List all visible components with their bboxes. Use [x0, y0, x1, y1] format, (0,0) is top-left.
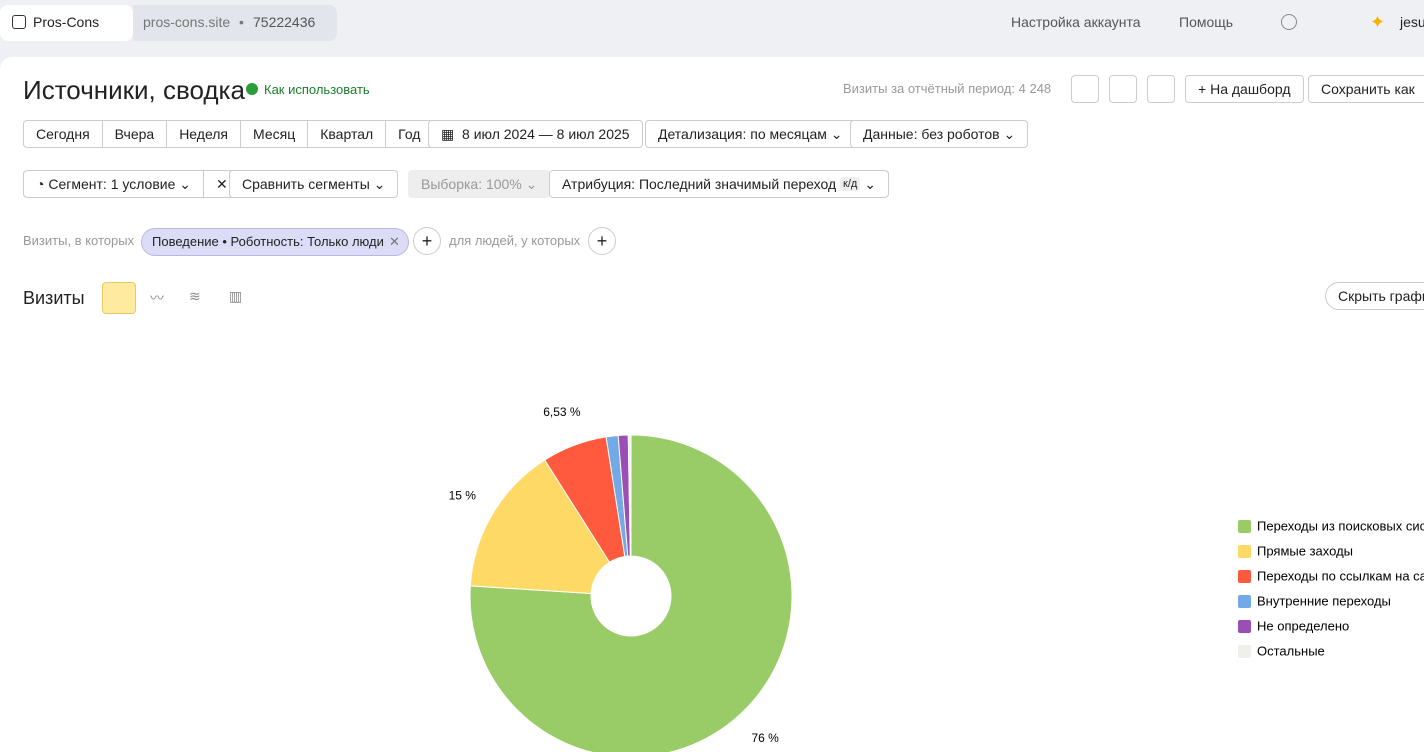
pie-view-button[interactable] — [102, 282, 136, 314]
detail-text: Детализация: по месяцам — [658, 126, 827, 142]
dot: • — [239, 14, 244, 30]
dashboard-label: На дашборд — [1210, 81, 1291, 97]
legend-swatch — [1238, 520, 1251, 533]
pie-slice — [469, 459, 611, 595]
counter-select[interactable] — [0, 5, 133, 41]
account-link[interactable]: Настройка аккаунта — [1011, 14, 1141, 30]
legend-label: Остальные — [1257, 643, 1325, 658]
dashboard-button[interactable]: + На дашборд — [1185, 75, 1304, 103]
people-text: для людей, у которых — [449, 233, 581, 248]
hide-chart-button[interactable]: Скрыть график — [1325, 282, 1424, 310]
area-view-button[interactable]: ≋ — [189, 288, 201, 304]
detail-select[interactable]: Детализация: по месяцам ⌄ — [645, 120, 856, 148]
history-button[interactable] — [1071, 75, 1099, 103]
legend-swatch — [1238, 570, 1251, 583]
compare-text: Сравнить сегменты — [242, 176, 370, 192]
slice-label: 6,53 % — [543, 405, 581, 419]
chip-text: Поведение • Роботность: Только люди — [152, 234, 384, 249]
pie-slice — [627, 434, 632, 557]
chart: 76 % Переходы из поисковых систем 15 % Прям… — [449, 405, 1424, 752]
export-button[interactable] — [1109, 75, 1137, 103]
help-link[interactable]: Помощь — [1179, 14, 1234, 30]
segment-group[interactable]: ◔ Сегмент: 1 условие ⌄ ✕ — [23, 170, 241, 198]
attribution-text: Атрибуция: Последний значимый переход — [562, 176, 837, 192]
pie-slice — [469, 434, 793, 752]
data-select[interactable]: Данные: без роботов ⌄ — [850, 120, 1029, 148]
slice-label: 76 % — [751, 731, 779, 745]
add-filter[interactable]: + — [413, 227, 441, 255]
attribution-select[interactable]: Атрибуция: Последний значимый переход к/… — [549, 170, 889, 198]
info-icon — [246, 83, 258, 95]
date-range-text: 8 июл 2024 — 8 июл 2025 — [462, 126, 630, 142]
counter-name[interactable]: Pros-Cons — [33, 14, 100, 30]
period-button[interactable]: Неделя — [167, 121, 242, 147]
period-button[interactable]: Сегодня — [24, 121, 103, 147]
date-range[interactable]: ▦ 8 июл 2024 — 8 июл 2025 — [428, 120, 643, 148]
legend-label: Прямые заходы — [1257, 543, 1353, 558]
legend-swatch — [1238, 595, 1251, 608]
legend-label: Не определено — [1257, 618, 1349, 633]
star-icon: ✦ — [1370, 12, 1386, 32]
legend-label: Переходы по ссылкам на сайтах — [1257, 568, 1424, 583]
legend-label: Внутренние переходы — [1257, 593, 1391, 608]
sample-select: Выборка: 100% ⌄ — [408, 170, 551, 198]
segment-text: Сегмент: 1 условие — [48, 176, 176, 192]
data-text: Данные: без роботов — [863, 126, 1000, 142]
site-box — [133, 5, 337, 41]
legend-swatch — [1238, 645, 1251, 658]
save-button[interactable]: Сохранить как — [1308, 75, 1424, 103]
ai-button[interactable] — [1147, 75, 1175, 103]
user-name[interactable]: jesu — [1400, 14, 1424, 30]
report: Источники, сводка Как использовать Визит… — [0, 57, 1424, 752]
chat-icon[interactable] — [1281, 14, 1297, 30]
visits-total: Визиты за отчётный период: 4 248 — [843, 81, 1052, 96]
legend-swatch — [1238, 545, 1251, 558]
attribution-badge: к/д — [840, 177, 861, 191]
filter-chip[interactable]: Поведение • Роботность: Только люди ✕ — [141, 228, 409, 256]
legend-swatch — [1238, 620, 1251, 633]
period-button[interactable]: Вчера — [103, 121, 168, 147]
site-id: 75222436 — [253, 14, 316, 30]
report-title: Источники, сводка — [23, 75, 245, 105]
compare-button[interactable]: Сравнить сегменты ⌄ — [229, 170, 399, 198]
check-icon — [12, 15, 26, 29]
site-name: pros-cons.site — [143, 14, 231, 30]
period-button[interactable]: Квартал — [308, 121, 387, 147]
save-label: Сохранить как — [1321, 81, 1415, 97]
section-title: Визиты — [23, 288, 85, 308]
sample-text: Выборка: 100% — [421, 176, 522, 192]
period-button[interactable]: Год — [398, 126, 421, 142]
period-group: Сегодня Вчера Неделя Месяц Квартал Год — [23, 120, 434, 148]
slice-label: 15 % — [449, 488, 477, 502]
period-button[interactable]: Месяц — [241, 121, 309, 147]
filter-prefix: Визиты, в которых — [23, 233, 135, 248]
help-link[interactable]: Как использовать — [264, 82, 370, 97]
bar-view-button[interactable]: ▥ — [229, 288, 243, 304]
legend-label: Переходы из поисковых систем — [1257, 518, 1424, 533]
add-people-filter[interactable]: + — [588, 227, 616, 255]
hide-chart-text: Скрыть график — [1338, 288, 1424, 304]
line-view-button[interactable]: 〰 — [150, 290, 164, 306]
